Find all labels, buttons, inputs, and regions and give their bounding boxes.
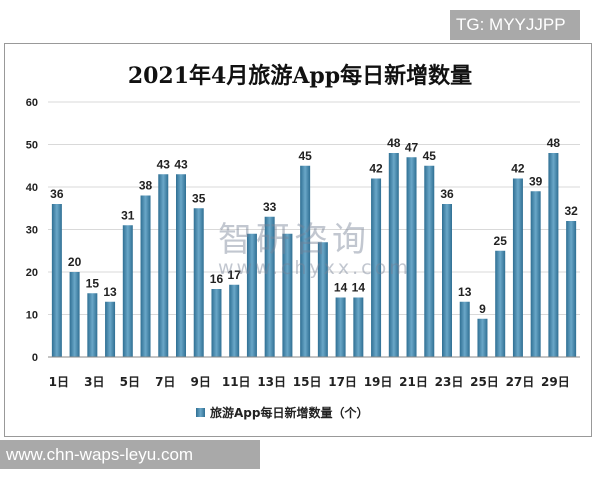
- data-label: 14: [334, 281, 348, 295]
- watermark: 智研咨询 www.chyxx.com: [218, 212, 411, 279]
- legend-swatch: [196, 408, 205, 417]
- data-label: 47: [405, 140, 419, 154]
- data-label: 36: [440, 187, 454, 201]
- data-label: 45: [423, 149, 437, 163]
- tg-badge: TG: MYYJJPP: [450, 10, 580, 40]
- x-tick-label: 7日: [155, 375, 175, 389]
- bar: [335, 297, 346, 357]
- x-tick-label: 3日: [84, 375, 104, 389]
- data-label: 45: [298, 149, 312, 163]
- y-tick-label: 20: [26, 267, 38, 279]
- bar: [69, 272, 80, 357]
- data-label: 17: [228, 268, 242, 282]
- bar: [530, 191, 541, 357]
- bar: [140, 195, 151, 357]
- data-label: 15: [86, 276, 100, 290]
- footer-url: www.chn-waps-leyu.com: [0, 440, 260, 469]
- data-label: 9: [479, 302, 486, 316]
- data-label: 31: [121, 208, 135, 222]
- x-tick-label: 17日: [328, 375, 357, 389]
- y-tick-label: 40: [26, 182, 38, 194]
- data-label: 35: [192, 191, 206, 205]
- bar: [158, 174, 169, 357]
- y-tick-label: 0: [32, 352, 38, 364]
- data-label: 13: [458, 285, 472, 299]
- x-tick-label: 21日: [399, 375, 428, 389]
- data-label: 25: [494, 234, 508, 248]
- bar: [548, 153, 559, 357]
- bar: [87, 293, 98, 357]
- bar: [264, 216, 275, 357]
- bar: [388, 153, 399, 357]
- data-label: 32: [564, 204, 578, 218]
- bar: [424, 165, 435, 357]
- bar: [353, 297, 364, 357]
- bar: [317, 242, 328, 357]
- bar: [406, 157, 417, 357]
- bar: [459, 301, 470, 357]
- data-label: 38: [139, 179, 153, 193]
- x-tick-label: 9日: [191, 375, 211, 389]
- data-label: 43: [157, 157, 171, 171]
- watermark-name: 智研咨询: [218, 220, 370, 260]
- bar: [193, 208, 204, 357]
- x-tick-label: 1日: [49, 375, 69, 389]
- data-label: 43: [174, 157, 188, 171]
- chart-title: 2021年4月旅游App每日新增数量: [127, 63, 473, 89]
- x-tick-label: 19日: [364, 375, 393, 389]
- x-tick-label: 29日: [541, 375, 570, 389]
- data-label: 33: [263, 200, 277, 214]
- bar: [122, 225, 133, 357]
- data-label: 42: [369, 162, 383, 176]
- x-tick-label: 13日: [257, 375, 286, 389]
- data-label: 20: [68, 255, 82, 269]
- bar: [566, 221, 577, 357]
- data-label: 42: [511, 162, 525, 176]
- data-label: 13: [103, 285, 117, 299]
- bar: [211, 289, 222, 357]
- data-label: 16: [210, 272, 224, 286]
- bar: [229, 284, 240, 357]
- bar: [105, 301, 116, 357]
- y-tick-label: 30: [26, 225, 38, 237]
- bar: [300, 165, 311, 357]
- data-label: 48: [387, 136, 401, 150]
- chart-frame: [4, 43, 592, 437]
- bar: [512, 178, 523, 357]
- bar: [51, 204, 62, 357]
- bar: [477, 318, 488, 357]
- bar: [246, 233, 257, 357]
- bar: [176, 174, 186, 357]
- legend-label: 旅游App每日新增数量（个）: [210, 405, 368, 420]
- data-label: 14: [352, 281, 366, 295]
- bar: [371, 178, 382, 357]
- x-tick-label: 5日: [120, 375, 140, 389]
- y-tick-label: 60: [26, 97, 38, 109]
- x-tick-label: 25日: [470, 375, 499, 389]
- bar: [282, 233, 293, 357]
- x-tick-label: 11日: [222, 375, 251, 389]
- watermark-url: www.chyxx.com: [218, 257, 411, 279]
- data-label: 36: [50, 187, 64, 201]
- bar: [495, 250, 506, 357]
- data-label: 39: [529, 174, 543, 188]
- bar: [442, 204, 452, 357]
- data-label: 48: [547, 136, 561, 150]
- y-tick-label: 10: [26, 310, 38, 322]
- y-tick-label: 50: [26, 140, 38, 152]
- x-tick-label: 27日: [506, 375, 535, 389]
- x-tick-label: 23日: [435, 375, 464, 389]
- x-tick-label: 15日: [293, 375, 322, 389]
